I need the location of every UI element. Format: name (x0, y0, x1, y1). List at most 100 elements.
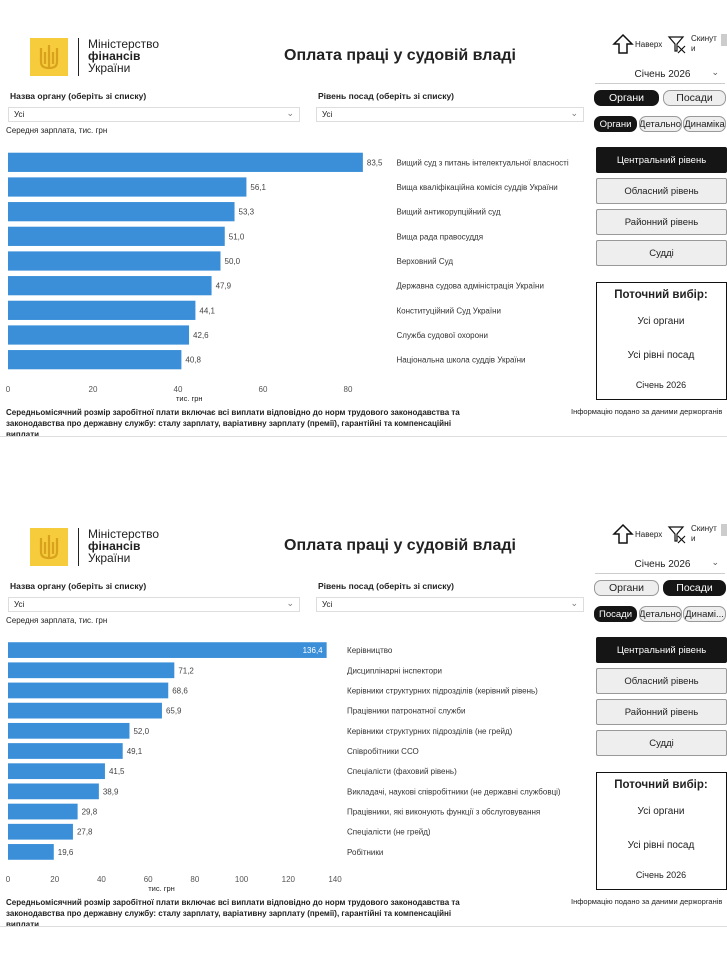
level-button[interactable]: Судді (596, 730, 727, 756)
separator (0, 436, 727, 437)
category-label: Працівники, які виконують функції з обсл… (347, 808, 540, 817)
logo-text: фінансів (88, 49, 141, 63)
value-label: 52,0 (133, 727, 149, 736)
period-dropdown[interactable]: Січень 2026 ⌄ (595, 66, 725, 84)
level-button[interactable]: Центральний рівень (596, 637, 727, 663)
value-label: 56,1 (250, 183, 266, 192)
view-toggle[interactable]: Посади (663, 580, 726, 596)
emblem-trident (39, 535, 59, 560)
bar (8, 763, 105, 780)
sub-toggle[interactable]: Динаміка (683, 116, 726, 132)
period-value: Січень 2026 (634, 69, 691, 80)
bar (8, 202, 235, 222)
bar (8, 325, 190, 345)
sub-toggle[interactable]: Детально (638, 606, 682, 622)
bar (8, 743, 123, 759)
logo-emblem (30, 528, 68, 566)
dashboard-panel: Міністерство фінансів України Оплата праці … (0, 490, 727, 930)
category-label: Служба судової охорони (397, 331, 488, 340)
period-dropdown[interactable]: Січень 2026 ⌄ (595, 556, 725, 574)
nav-up[interactable]: Наверх (635, 530, 663, 539)
up-arrow-icon[interactable] (612, 523, 634, 545)
filter-shape (667, 36, 686, 54)
chart-subtitle: Середня зарплата, тис. грн (6, 126, 107, 135)
view-toggle[interactable]: Посади (663, 90, 726, 106)
sub-toggle[interactable]: Детально (638, 116, 682, 132)
logo-divider (78, 528, 79, 566)
level-button[interactable]: Районний рівень (596, 699, 727, 725)
value-label: 71,2 (178, 666, 194, 675)
chevron: ⌄ (711, 67, 719, 77)
x-tick-label: 120 (282, 875, 296, 884)
arrow-shape (612, 33, 634, 54)
category-label: Вища кваліфікаційна комісія суддів Украї… (397, 183, 558, 192)
footnote: Середньомісячний розмір заробітної плати… (6, 898, 460, 929)
bar (8, 662, 175, 679)
category-label: Керівництво (347, 646, 393, 655)
filter-label: Рівень посад (оберіть зі списку) (318, 91, 454, 101)
filter-dropdown[interactable]: Усі ⌄ (8, 107, 300, 122)
dashboard-panel: Міністерство фінансів України Оплата праці … (0, 0, 727, 440)
filter-label: Рівень посад (оберіть зі списку) (318, 581, 454, 591)
filter-dropdown[interactable]: Усі ⌄ (8, 597, 300, 612)
bar-chart: Середня зарплата, тис. грн 136,4 Керівницт… (6, 616, 561, 893)
bar (8, 251, 221, 271)
value-label: 19,6 (58, 848, 74, 857)
category-label: Вищий суд з питань інтелектуальної власн… (397, 158, 569, 167)
current-selection: Поточний вибір: Усі органи Усі рівні посад… (596, 282, 727, 400)
filter-reset-icon[interactable] (667, 524, 687, 544)
selection-item: Січень 2026 (635, 380, 687, 390)
bar (8, 177, 247, 197)
x-tick-label: 60 (144, 875, 153, 884)
filter-value: Усі (14, 110, 25, 119)
filter-dropdown[interactable]: Усі ⌄ (316, 107, 584, 122)
sub-toggle[interactable]: Динамі... (683, 606, 726, 622)
level-button[interactable]: Обласний рівень (596, 668, 727, 694)
chevron: ⌄ (570, 598, 578, 608)
chart-subtitle: Середня зарплата, тис. грн (6, 616, 107, 625)
level-button[interactable]: Районний рівень (596, 209, 727, 235)
bar (8, 722, 130, 739)
bar (8, 350, 182, 370)
category-label: Керівники структурних підрозділів (керів… (347, 686, 538, 695)
category-label: Співробітники ССО (347, 747, 419, 756)
x-axis-label: тис. грн (148, 884, 175, 893)
category-label: Викладачі, наукові співробітники (не дер… (347, 787, 561, 796)
level-button[interactable]: Обласний рівень (596, 178, 727, 204)
bar (8, 844, 54, 860)
category-label: Державна судова адміністрація України (397, 282, 544, 291)
selection-item: Усі рівні посад (627, 350, 695, 361)
selection-item: Усі органи (637, 316, 685, 327)
logo-text: Міністерство (88, 527, 160, 541)
view-toggle[interactable]: Органи (594, 580, 659, 596)
bar (8, 702, 162, 719)
value-label: 51,0 (229, 232, 245, 241)
sub-toggle[interactable]: Посади (594, 606, 637, 622)
view-toggle[interactable]: Органи (594, 90, 659, 106)
nav-reset[interactable]: Скинути (691, 524, 717, 543)
filter-dropdown[interactable]: Усі ⌄ (316, 597, 584, 612)
value-label: 53,3 (239, 208, 255, 217)
selection-title: Поточний вибір: (614, 779, 708, 791)
nav-up[interactable]: Наверх (635, 40, 663, 49)
category-label: Дисциплінарні інспектори (347, 666, 442, 675)
category-label: Верховний Суд (397, 257, 454, 266)
category-label: Конституційний Суд України (397, 306, 501, 315)
source-note: Інформацію подано за даними держорганів (571, 897, 723, 906)
value-label: 49,1 (127, 747, 143, 756)
up-arrow-icon[interactable] (612, 33, 634, 55)
level-button[interactable]: Центральний рівень (596, 147, 727, 173)
nav-reset[interactable]: Скинути (691, 34, 717, 53)
logo-text: України (88, 551, 131, 565)
level-button[interactable]: Судді (596, 240, 727, 266)
filter-reset-icon[interactable] (667, 34, 687, 54)
value-label: 44,1 (199, 306, 215, 315)
selection-item: Усі органи (637, 806, 685, 817)
x-tick-label: 0 (6, 875, 11, 884)
value-label: 47,9 (216, 282, 232, 291)
value-label: 40,8 (185, 356, 201, 365)
category-label: Працівники патронатної служби (347, 707, 465, 716)
category-label: Спеціалісти (фаховий рівень) (347, 767, 457, 776)
sub-toggle[interactable]: Органи (594, 116, 637, 132)
value-label: 50,0 (225, 257, 241, 266)
